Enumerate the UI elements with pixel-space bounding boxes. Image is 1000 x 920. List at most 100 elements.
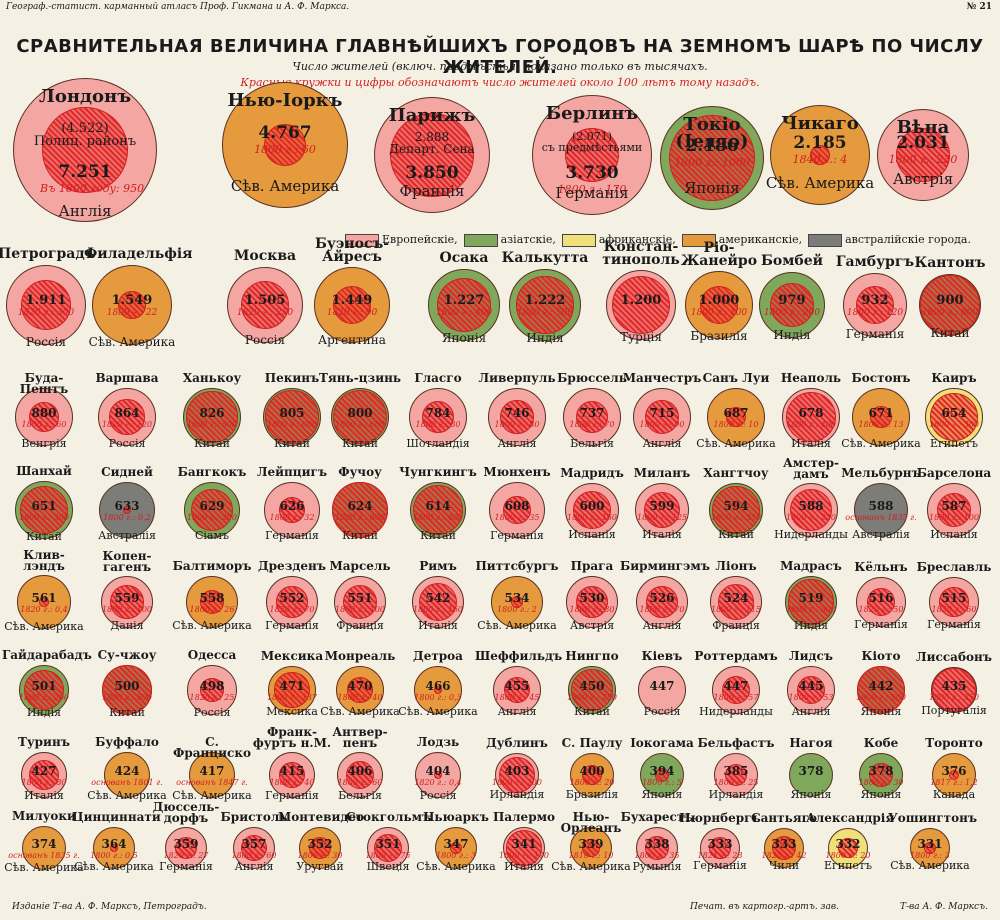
footer-middle: Печат. въ картогр.-артъ. зав. [690, 902, 839, 912]
legend-swatch [681, 233, 716, 247]
city-old-population: 1800 г.: 60 [21, 420, 67, 429]
city-population: 404 [425, 764, 451, 778]
city-country: Чили [768, 859, 800, 872]
page-subtitle: Число жителей (включ. предмѣстья) показа… [292, 60, 708, 73]
city-old-population: 1800 г.: 5 [642, 778, 682, 787]
city-old-population: 1800 г.: 160 [567, 513, 617, 522]
city-country: Нидерланды [774, 528, 848, 541]
city-name: Кіевъ [641, 649, 683, 663]
header-left: Географ.-статист. карманный атласъ Проф.… [6, 2, 350, 12]
old-population-circle [433, 685, 443, 695]
city-population: 331 [917, 837, 943, 851]
old-population-circle [646, 586, 678, 618]
city-population: 715 [649, 406, 675, 420]
city-old-population: основанъ 1847 г. [176, 778, 248, 787]
old-population-circle [654, 767, 670, 783]
city-name: Бирмингэмъ [620, 559, 710, 573]
city-old-population: 1800 г.: 2 [497, 605, 537, 614]
city-population: 558 [199, 591, 225, 605]
city-population: 424 [114, 764, 140, 778]
city-country: Мексика [266, 705, 318, 718]
city-country: Египетъ [823, 859, 873, 872]
legend-swatch [561, 233, 596, 247]
city-name: Сантьяго [751, 811, 817, 825]
city-country: Россія [108, 437, 146, 450]
city-name: Франк- фуртъ н.М. [252, 725, 332, 751]
city-name: Стокгольмъ [346, 810, 432, 824]
city-country: Сѣв. Америка [172, 789, 252, 802]
city-old-population: 1820 г.: 120 [102, 420, 152, 429]
city-population: 364 [101, 837, 127, 851]
city-circle [22, 826, 66, 870]
city-population: 1.200 [620, 293, 662, 308]
city-old-population: 1810 г.: 10 [568, 851, 614, 860]
city-old-population: 1800 г.: 80 [569, 605, 615, 614]
city-population: 427 [31, 764, 57, 778]
city-old-population: 1820 г.: 0,4 [414, 778, 462, 787]
old-population-circle [939, 587, 969, 617]
city-circle [336, 666, 384, 714]
city-country: Китай [342, 437, 378, 450]
city-name: Бостонъ [851, 371, 911, 385]
old-population-circle [199, 589, 225, 615]
city-old-population: 1800 г.: 45 [494, 693, 540, 702]
city-country: Бельгія [570, 437, 614, 450]
city-country: Сіамъ [194, 529, 230, 542]
city-old-population: 1800 г.: 300 [19, 513, 69, 522]
old-population-circle [240, 280, 290, 330]
city-population: 599 [649, 499, 675, 513]
city-country: Сѣв. Америка [398, 705, 478, 718]
city-country: Россія [643, 705, 681, 718]
city-country: Индія [26, 706, 62, 719]
city-circle [854, 483, 908, 537]
old-population-circle [788, 579, 834, 625]
city-population: 406 [347, 764, 373, 778]
city-population: 1.227 [443, 293, 485, 308]
city-name: С. Паулу [561, 736, 623, 750]
city-population: 341 [511, 837, 537, 851]
city-name: Марсель [329, 559, 391, 573]
city-name: Тянь-цзинь [318, 371, 402, 385]
city-country: Германія [854, 618, 908, 631]
city-population: 471 [279, 679, 305, 693]
city-country: Испанія [930, 528, 978, 541]
city-country: Сѣв. Америка [551, 860, 631, 873]
city-name: Уошингтонъ [888, 811, 978, 825]
city-circle [227, 267, 303, 343]
city-old-population: 1800 г.: 35 [634, 851, 680, 860]
city-name: Балтиморъ [172, 559, 252, 573]
old-population-circle [855, 285, 895, 325]
city-country: Китай [718, 528, 754, 541]
city-population: 445 [798, 679, 824, 693]
city-name: Калькутта [501, 250, 589, 266]
city-population: 447 [723, 679, 749, 693]
city-old-population: 1800 г.: 220 [786, 513, 836, 522]
city-name: Филадельфія [84, 246, 193, 262]
legend-swatch [463, 233, 498, 247]
city-name: Мюнхенъ [483, 465, 551, 479]
city-old-population: 1800 г.: 0,5 [90, 851, 138, 860]
city-old-population: 1800 г.: 500 [856, 693, 906, 702]
city-name: Осака [439, 250, 489, 266]
city-country: Россія [25, 335, 67, 349]
legend-item-american: американскіе, [681, 233, 802, 247]
city-country: Индія [773, 328, 811, 342]
city-country: Румынія [632, 860, 682, 873]
city-name: Чунгкингъ [399, 465, 477, 479]
city-name: Буффало [95, 735, 159, 749]
city-population: 332 [835, 837, 861, 851]
city-population: 394 [649, 764, 675, 778]
city-population: 501 [31, 679, 57, 693]
city-country: Италія [791, 437, 831, 450]
old-population-circle [503, 676, 531, 704]
city-country: Франція [712, 619, 760, 632]
city-old-population: 1820 г.: 42 [761, 851, 807, 860]
city-old-population: 1800 г.: 60 [337, 778, 383, 787]
city-country: Японія [860, 788, 902, 801]
city-population: 629 [199, 499, 225, 513]
old-population-circle [725, 764, 747, 786]
city-country: Сѣв. Америка [477, 619, 557, 632]
city-old-population: 1840 г.: 4 [792, 153, 848, 166]
city-old-population: 1800 г.: 25 [713, 778, 759, 787]
old-population-circle [109, 843, 119, 853]
